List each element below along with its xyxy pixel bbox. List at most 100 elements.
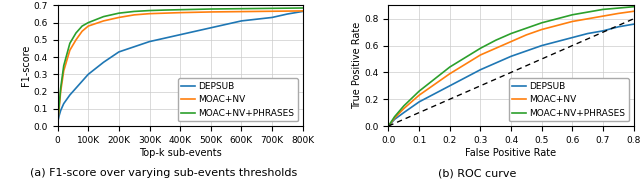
MOAC+NV+PHRASES xyxy=(477,47,484,49)
DEPSUB xyxy=(385,125,392,127)
DEPSUB xyxy=(538,44,545,47)
MOAC+NV+PHRASES xyxy=(568,14,576,16)
MOAC+NV xyxy=(568,20,576,22)
Y-axis label: True Positive Rate: True Positive Rate xyxy=(351,22,362,109)
DEPSUB xyxy=(630,23,637,25)
DEPSUB xyxy=(568,37,576,39)
MOAC+NV xyxy=(538,28,545,31)
MOAC+NV+PHRASES xyxy=(207,8,214,10)
DEPSUB xyxy=(66,94,74,96)
Line: MOAC+NV+PHRASES: MOAC+NV+PHRASES xyxy=(388,7,634,126)
MOAC+NV+PHRASES xyxy=(630,6,637,8)
MOAC+NV+PHRASES xyxy=(522,27,530,29)
MOAC+NV+PHRASES xyxy=(284,7,291,9)
MOAC+NV+PHRASES xyxy=(146,10,154,12)
DEPSUB xyxy=(508,55,515,57)
MOAC+NV xyxy=(553,24,561,27)
MOAC+NV+PHRASES xyxy=(599,8,607,10)
DEPSUB xyxy=(115,51,123,53)
MOAC+NV+PHRASES xyxy=(461,57,469,59)
X-axis label: Top-k sub-events: Top-k sub-events xyxy=(139,147,221,158)
MOAC+NV xyxy=(100,20,108,22)
MOAC+NV+PHRASES xyxy=(492,39,500,41)
MOAC+NV+PHRASES xyxy=(54,122,61,124)
MOAC+NV xyxy=(431,83,438,86)
MOAC+NV xyxy=(176,12,184,14)
MOAC+NV+PHRASES xyxy=(553,18,561,20)
MOAC+NV+PHRASES xyxy=(131,10,138,12)
MOAC+NV+PHRASES xyxy=(385,125,392,127)
MOAC+NV xyxy=(55,108,63,110)
DEPSUB xyxy=(146,40,154,43)
Y-axis label: F1-score: F1-score xyxy=(20,45,31,86)
MOAC+NV xyxy=(492,47,500,49)
MOAC+NV+PHRASES xyxy=(84,22,92,24)
DEPSUB xyxy=(253,18,260,20)
MOAC+NV+PHRASES xyxy=(538,22,545,24)
DEPSUB xyxy=(176,34,184,36)
MOAC+NV xyxy=(207,11,214,13)
Line: MOAC+NV: MOAC+NV xyxy=(58,11,303,123)
MOAC+NV xyxy=(630,10,637,12)
DEPSUB xyxy=(284,13,291,15)
MOAC+NV+PHRASES xyxy=(176,9,184,11)
DEPSUB xyxy=(237,20,245,22)
Line: DEPSUB: DEPSUB xyxy=(58,11,303,123)
MOAC+NV+PHRASES xyxy=(55,104,63,106)
MOAC+NV xyxy=(415,94,423,96)
MOAC+NV xyxy=(284,10,291,12)
MOAC+NV xyxy=(400,107,408,110)
DEPSUB xyxy=(55,115,63,117)
DEPSUB xyxy=(553,40,561,43)
Text: (a) F1-score over varying sub-events thresholds: (a) F1-score over varying sub-events thr… xyxy=(29,168,297,178)
MOAC+NV+PHRASES xyxy=(115,12,123,14)
MOAC+NV+PHRASES xyxy=(415,90,423,92)
MOAC+NV xyxy=(66,49,74,51)
MOAC+NV xyxy=(446,73,454,75)
MOAC+NV+PHRASES xyxy=(161,9,169,11)
MOAC+NV+PHRASES xyxy=(268,7,276,9)
MOAC+NV xyxy=(385,125,392,127)
MOAC+NV xyxy=(584,18,591,20)
Text: (b) ROC curve: (b) ROC curve xyxy=(438,168,516,178)
DEPSUB xyxy=(78,80,86,82)
MOAC+NV+PHRASES xyxy=(253,7,260,10)
DEPSUB xyxy=(584,32,591,35)
DEPSUB xyxy=(299,10,307,12)
DEPSUB xyxy=(131,46,138,48)
DEPSUB xyxy=(446,85,454,87)
MOAC+NV xyxy=(599,15,607,17)
DEPSUB xyxy=(207,27,214,29)
DEPSUB xyxy=(72,87,80,89)
DEPSUB xyxy=(415,101,423,103)
MOAC+NV+PHRASES xyxy=(66,42,74,44)
MOAC+NV+PHRASES xyxy=(400,105,408,107)
DEPSUB xyxy=(191,30,199,32)
MOAC+NV xyxy=(477,54,484,56)
DEPSUB xyxy=(268,16,276,19)
MOAC+NV xyxy=(222,11,230,13)
DEPSUB xyxy=(57,109,65,112)
DEPSUB xyxy=(461,77,469,79)
MOAC+NV+PHRASES xyxy=(508,32,515,35)
DEPSUB xyxy=(100,61,108,63)
DEPSUB xyxy=(84,73,92,75)
DEPSUB xyxy=(60,103,68,105)
DEPSUB xyxy=(522,50,530,52)
DEPSUB xyxy=(599,30,607,32)
MOAC+NV xyxy=(253,10,260,12)
MOAC+NV+PHRASES xyxy=(100,15,108,18)
Line: MOAC+NV+PHRASES: MOAC+NV+PHRASES xyxy=(58,8,303,123)
MOAC+NV xyxy=(268,10,276,12)
Line: DEPSUB: DEPSUB xyxy=(388,24,634,126)
DEPSUB xyxy=(492,62,500,64)
Legend: DEPSUB, MOAC+NV, MOAC+NV+PHRASES: DEPSUB, MOAC+NV, MOAC+NV+PHRASES xyxy=(509,78,629,122)
DEPSUB xyxy=(431,93,438,95)
MOAC+NV+PHRASES xyxy=(237,8,245,10)
X-axis label: False Positive Rate: False Positive Rate xyxy=(465,147,557,158)
MOAC+NV+PHRASES xyxy=(57,87,65,89)
MOAC+NV xyxy=(57,91,65,93)
DEPSUB xyxy=(477,69,484,71)
DEPSUB xyxy=(400,112,408,114)
MOAC+NV xyxy=(146,13,154,15)
